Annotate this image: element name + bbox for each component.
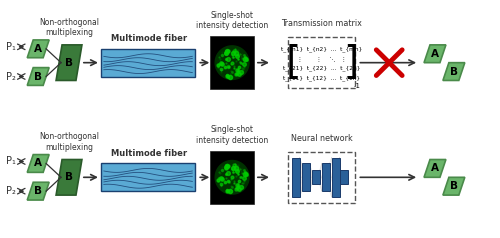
Text: t_{11}  t_{12}  ...  t_{1n}: t_{11} t_{12} ... t_{1n} (283, 76, 360, 81)
Polygon shape (424, 45, 446, 63)
Bar (292, 158, 300, 197)
Text: t_{21}  t_{22}  ...  t_{2n}: t_{21} t_{22} ... t_{2n} (283, 66, 360, 71)
Text: Neural network: Neural network (290, 134, 352, 143)
Polygon shape (424, 159, 446, 177)
Polygon shape (56, 159, 82, 195)
Text: P₂: P₂ (6, 186, 16, 196)
Text: B: B (450, 181, 458, 191)
Bar (210, 36, 254, 89)
Text: B: B (34, 186, 42, 196)
Text: B: B (65, 172, 73, 182)
Text: B: B (34, 71, 42, 81)
Text: Single-shot
intensity detection: Single-shot intensity detection (196, 11, 268, 30)
Text: Transmission matrix: Transmission matrix (281, 19, 362, 28)
Text: B: B (65, 58, 73, 68)
Text: Multimode fiber: Multimode fiber (110, 34, 186, 43)
Polygon shape (215, 46, 249, 79)
Polygon shape (27, 154, 49, 172)
Polygon shape (27, 40, 49, 58)
Text: t_{m1}  t_{n2}  ...  t_{mn}: t_{m1} t_{n2} ... t_{mn} (281, 46, 362, 52)
Text: P₁: P₁ (6, 157, 16, 167)
Polygon shape (215, 160, 249, 194)
Text: Multimode fiber: Multimode fiber (110, 149, 186, 158)
Polygon shape (443, 63, 465, 80)
Text: P₁: P₁ (6, 42, 16, 52)
Bar (101, 49, 196, 76)
Text: Non-orthogonal
multiplexing: Non-orthogonal multiplexing (39, 132, 99, 152)
Text: -1: -1 (354, 84, 360, 89)
Polygon shape (443, 177, 465, 195)
FancyBboxPatch shape (288, 37, 356, 88)
Text: P₂: P₂ (6, 71, 16, 81)
Bar (312, 170, 320, 184)
FancyBboxPatch shape (288, 152, 356, 203)
Text: ]: ] (343, 44, 358, 82)
Text: Single-shot
intensity detection: Single-shot intensity detection (196, 125, 268, 145)
Polygon shape (27, 68, 49, 85)
Bar (332, 158, 340, 197)
Polygon shape (27, 182, 49, 200)
Text: A: A (34, 159, 42, 169)
Text: A: A (431, 49, 439, 59)
Polygon shape (56, 45, 82, 80)
Text: [: [ (285, 44, 300, 82)
Text: B: B (450, 67, 458, 77)
Text: ⋮       ⋮    ⋱   ⋮: ⋮ ⋮ ⋱ ⋮ (296, 56, 346, 61)
Bar (322, 164, 330, 191)
Bar (302, 164, 310, 191)
Text: A: A (34, 44, 42, 54)
Bar (101, 164, 196, 191)
Text: A: A (431, 164, 439, 174)
Bar (340, 170, 348, 184)
Bar (210, 151, 254, 204)
Text: Non-orthogonal
multiplexing: Non-orthogonal multiplexing (39, 18, 99, 37)
